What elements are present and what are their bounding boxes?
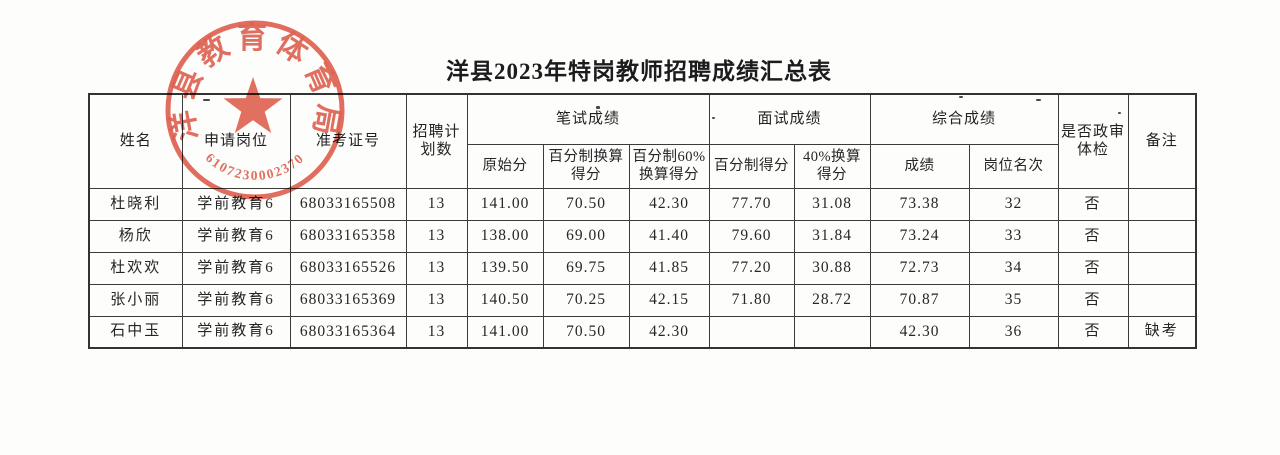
cell-written-raw: 141.00 [466, 187, 544, 221]
col-header-comp-score: 成绩 [869, 143, 970, 189]
col-header-exam-id: 准考证号 [289, 93, 407, 189]
cell-comp-rank: 35 [968, 283, 1059, 317]
cell-exam-id: 68033165364 [289, 315, 407, 349]
cell-written-pct60: 41.40 [628, 219, 710, 253]
table-row: 杜晓利 学前教育6 68033165508 13 141.00 70.50 42… [88, 187, 1197, 221]
scan-speck [712, 117, 715, 119]
page-title: 洋县2023年特岗教师招聘成绩汇总表 [446, 59, 832, 84]
cell-plan: 13 [405, 315, 468, 349]
cell-plan: 13 [405, 187, 468, 221]
cell-plan: 13 [405, 219, 468, 253]
cell-note [1127, 219, 1197, 253]
cell-position: 学前教育6 [181, 283, 291, 317]
cell-written-pct60: 42.15 [628, 283, 710, 317]
scan-speck [596, 106, 600, 109]
col-header-written-pct: 百分制换算得分 [542, 143, 630, 189]
cell-written-raw: 138.00 [466, 219, 544, 253]
table-row: 杨欣 学前教育6 68033165358 13 138.00 69.00 41.… [88, 219, 1197, 253]
cell-name: 杨欣 [88, 219, 183, 253]
cell-comp-score: 73.38 [869, 187, 970, 221]
cell-review: 否 [1057, 187, 1129, 221]
cell-review: 否 [1057, 251, 1129, 285]
cell-interview-pct: 79.60 [708, 219, 795, 253]
col-group-interview-score: 面试成绩 [708, 93, 871, 145]
cell-review: 否 [1057, 219, 1129, 253]
cell-name: 石中玉 [88, 315, 183, 349]
col-header-note: 备注 [1127, 93, 1197, 189]
table-row: 杜欢欢 学前教育6 68033165526 13 139.50 69.75 41… [88, 251, 1197, 285]
cell-position: 学前教育6 [181, 251, 291, 285]
cell-exam-id: 68033165508 [289, 187, 407, 221]
cell-review: 否 [1057, 315, 1129, 349]
col-header-interview-40: 40%换算得分 [793, 143, 871, 189]
col-header-review-check: 是否政审体检 [1057, 93, 1129, 189]
cell-comp-score: 72.73 [869, 251, 970, 285]
cell-position: 学前教育6 [181, 187, 291, 221]
cell-interview-40: 30.88 [793, 251, 871, 285]
cell-interview-40: 28.72 [793, 283, 871, 317]
cell-written-raw: 139.50 [466, 251, 544, 285]
cell-comp-rank: 36 [968, 315, 1059, 349]
cell-position: 学前教育6 [181, 219, 291, 253]
cell-written-raw: 141.00 [466, 315, 544, 349]
cell-comp-rank: 33 [968, 219, 1059, 253]
cell-interview-pct: 77.20 [708, 251, 795, 285]
scan-speck [1118, 112, 1121, 114]
cell-note [1127, 187, 1197, 221]
cell-written-pct: 69.00 [542, 219, 630, 253]
cell-interview-40 [793, 315, 871, 349]
col-header-written-pct60: 百分制60%换算得分 [628, 143, 710, 189]
cell-written-pct: 70.25 [542, 283, 630, 317]
cell-interview-40: 31.08 [793, 187, 871, 221]
cell-exam-id: 68033165526 [289, 251, 407, 285]
cell-written-pct: 69.75 [542, 251, 630, 285]
cell-comp-rank: 34 [968, 251, 1059, 285]
cell-comp-score: 70.87 [869, 283, 970, 317]
cell-written-raw: 140.50 [466, 283, 544, 317]
scan-speck [203, 99, 210, 101]
cell-review: 否 [1057, 283, 1129, 317]
cell-position: 学前教育6 [181, 315, 291, 349]
cell-comp-rank: 32 [968, 187, 1059, 221]
cell-comp-score: 42.30 [869, 315, 970, 349]
cell-exam-id: 68033165358 [289, 219, 407, 253]
table-row: 石中玉 学前教育6 68033165364 13 141.00 70.50 42… [88, 315, 1197, 349]
cell-note: 缺考 [1127, 315, 1197, 349]
col-header-position: 申请岗位 [181, 93, 291, 189]
cell-written-pct: 70.50 [542, 187, 630, 221]
cell-written-pct60: 42.30 [628, 315, 710, 349]
cell-interview-40: 31.84 [793, 219, 871, 253]
cell-name: 张小丽 [88, 283, 183, 317]
score-table: 姓名 申请岗位 准考证号 招聘计划数 笔试成绩 面试成绩 综合成绩 是否政审体检… [88, 93, 1198, 349]
cell-comp-score: 73.24 [869, 219, 970, 253]
cell-written-pct60: 42.30 [628, 187, 710, 221]
col-header-name: 姓名 [88, 93, 183, 189]
cell-written-pct60: 41.85 [628, 251, 710, 285]
col-group-comprehensive-score: 综合成绩 [869, 93, 1059, 145]
cell-exam-id: 68033165369 [289, 283, 407, 317]
cell-plan: 13 [405, 283, 468, 317]
col-header-plan: 招聘计划数 [405, 93, 468, 189]
col-header-interview-pct: 百分制得分 [708, 143, 795, 189]
scan-speck [959, 96, 963, 98]
col-header-comp-rank: 岗位名次 [968, 143, 1059, 189]
cell-name: 杜欢欢 [88, 251, 183, 285]
cell-interview-pct: 71.80 [708, 283, 795, 317]
cell-note [1127, 283, 1197, 317]
scan-speck [1036, 99, 1041, 101]
cell-note [1127, 251, 1197, 285]
table-row: 张小丽 学前教育6 68033165369 13 140.50 70.25 42… [88, 283, 1197, 317]
cell-written-pct: 70.50 [542, 315, 630, 349]
cell-name: 杜晓利 [88, 187, 183, 221]
cell-interview-pct [708, 315, 795, 349]
col-group-written-score: 笔试成绩 [466, 93, 710, 145]
cell-plan: 13 [405, 251, 468, 285]
cell-interview-pct: 77.70 [708, 187, 795, 221]
col-header-written-raw: 原始分 [466, 143, 544, 189]
